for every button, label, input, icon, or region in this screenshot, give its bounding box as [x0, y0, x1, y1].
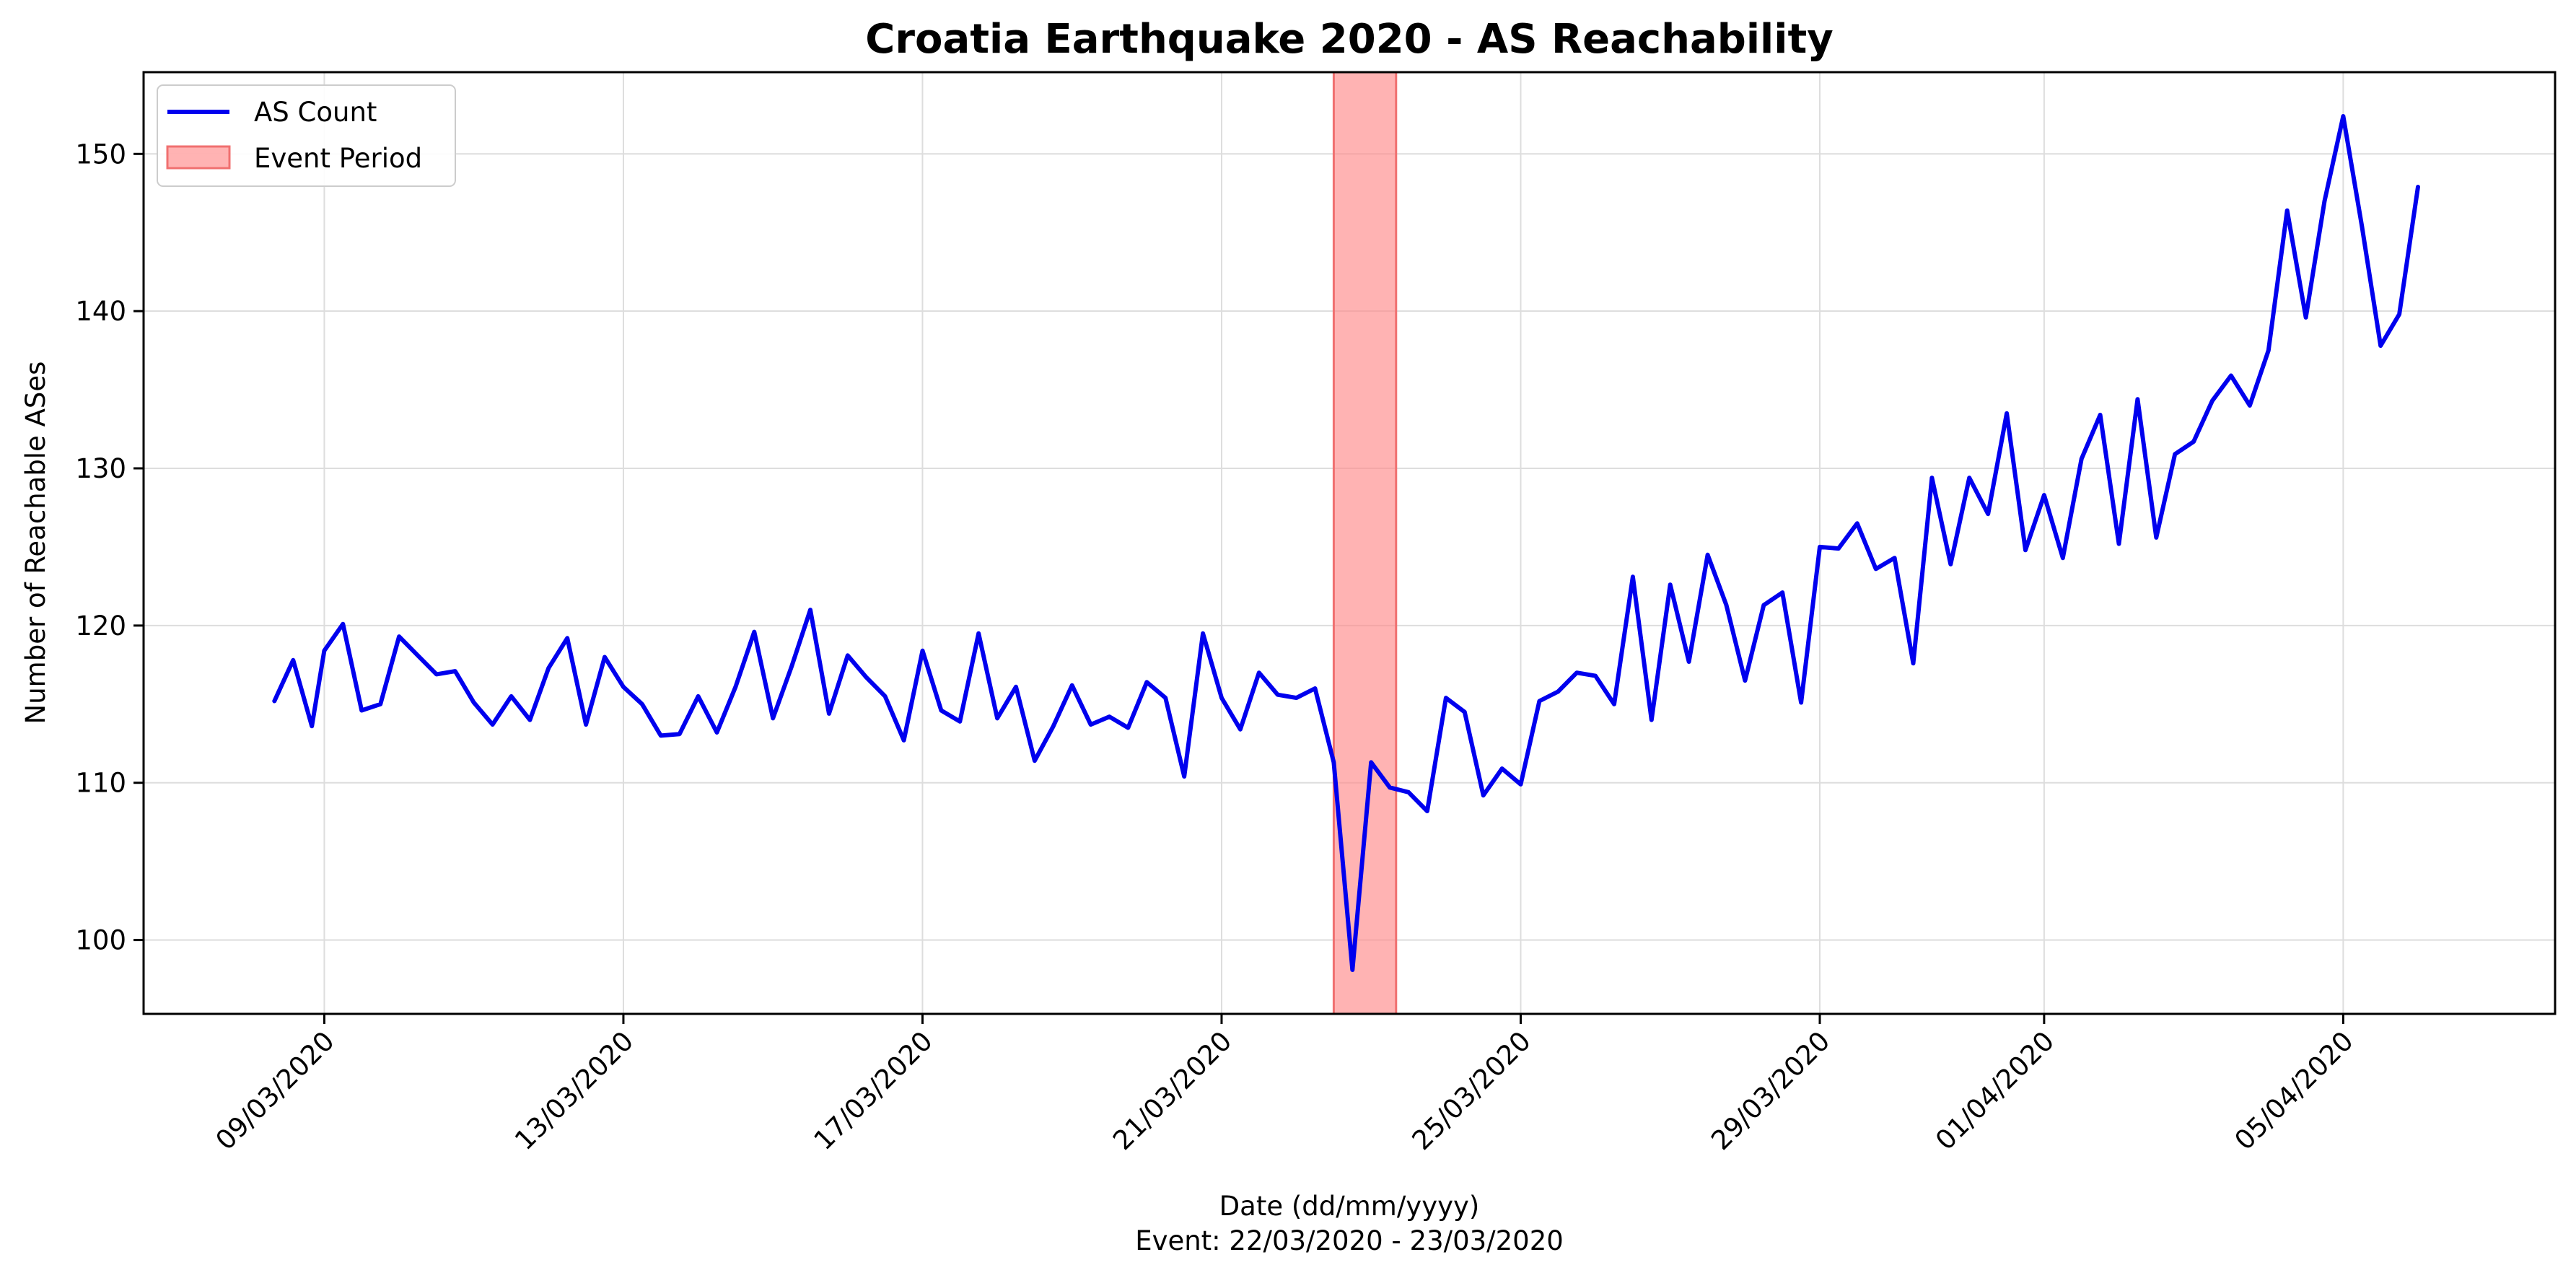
y-tick-label: 120 [75, 610, 126, 642]
series-line-as-count [272, 114, 2420, 972]
legend-label-event-period: Event Period [254, 143, 422, 174]
x-axis-sublabel: Event: 22/03/2020 - 23/03/2020 [1135, 1225, 1564, 1256]
y-tick-label: 110 [75, 768, 126, 799]
legend-label-as-count: AS Count [254, 97, 377, 128]
y-tick-label: 130 [75, 453, 126, 484]
legend-patch-icon [166, 145, 231, 170]
plot-area-frame [142, 71, 2557, 1015]
y-tick-label: 150 [75, 139, 126, 170]
y-axis-label: Number of Reachable ASes [20, 362, 51, 725]
y-tick-label: 140 [75, 296, 126, 327]
chart-title: Croatia Earthquake 2020 - AS Reachabilit… [865, 16, 1833, 63]
x-axis-label: Date (dd/mm/yyyy) [1219, 1191, 1480, 1222]
legend: AS Count Event Period [157, 84, 456, 187]
y-axis-ticks: 100 110 120 130 140 150 [75, 139, 144, 956]
legend-box [157, 84, 456, 187]
y-tick-label: 100 [75, 925, 126, 956]
